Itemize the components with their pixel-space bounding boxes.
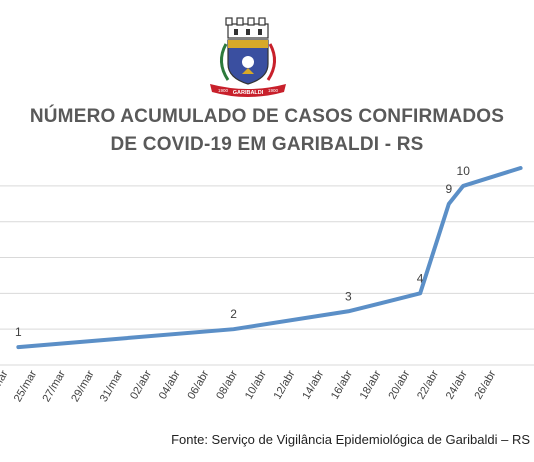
x-axis-ticks: 23/mar 25/mar 27/mar 29/mar 31/mar 02/abr 04/a… [0, 368, 499, 404]
x-tick-label: 14/abr [300, 368, 326, 401]
x-tick-label: 24/abr [444, 368, 470, 401]
ribbon-text: GARIBALDI [233, 90, 264, 96]
ribbon-year-right: 1900 [268, 88, 279, 93]
data-label: 4 [417, 271, 424, 285]
chart-title: NÚMERO ACUMULADO DE CASOS CONFIRMADOS DE… [0, 103, 534, 159]
mural-crown [225, 17, 269, 39]
line-chart: 1 2 3 4 9 10 11 23/mar25/mar27/mar29/mar31/mar… [0, 158, 534, 404]
x-tick-label: 10/abr [243, 368, 269, 401]
x-tick-label: 22/abr [415, 368, 441, 401]
x-tick-label: 18/abr [358, 368, 384, 401]
shield [227, 39, 269, 85]
data-labels: 1 2 3 4 9 10 11 [15, 158, 527, 339]
x-tick-label: 25/mar [12, 368, 40, 404]
data-label: 2 [230, 307, 237, 321]
data-label: 3 [345, 289, 352, 303]
x-tick-label: 23/mar [0, 368, 11, 404]
x-tick-label: 26/abr [473, 368, 499, 401]
chart-title-line-2: DE COVID-19 EM GARIBALDI - RS [110, 134, 424, 155]
ribbon: 1900 GARIBALDI 1900 [210, 84, 286, 97]
x-tick-label: 27/mar [40, 368, 68, 404]
x-tick-label: 31/mar [98, 368, 126, 404]
x-tick-label: 16/abr [329, 368, 355, 401]
x-tick-label: 04/abr [157, 368, 183, 401]
x-tick-label: 02/abr [128, 368, 154, 401]
data-label: 9 [446, 182, 453, 196]
series-layer [16, 166, 523, 350]
source-note: Fonte: Serviço de Vigilância Epidemiológ… [171, 432, 530, 447]
x-tick-label: 06/abr [186, 368, 212, 401]
x-tick-label: 29/mar [69, 368, 97, 404]
right-laurel [266, 43, 276, 81]
coat-of-arms-emblem: 1900 GARIBALDI 1900 [210, 17, 286, 97]
x-tick-label: 12/abr [272, 368, 298, 401]
ribbon-year-left: 1900 [218, 88, 229, 93]
data-label: 10 [457, 164, 471, 178]
x-tick-label: 20/abr [386, 368, 412, 401]
data-label: 1 [15, 325, 22, 339]
chart-title-line-1: NÚMERO ACUMULADO DE CASOS CONFIRMADOS [29, 106, 505, 127]
gridlines [0, 185, 534, 366]
left-laurel [220, 43, 230, 81]
data-label: 11 [514, 158, 527, 160]
x-tick-label: 08/abr [214, 368, 240, 401]
